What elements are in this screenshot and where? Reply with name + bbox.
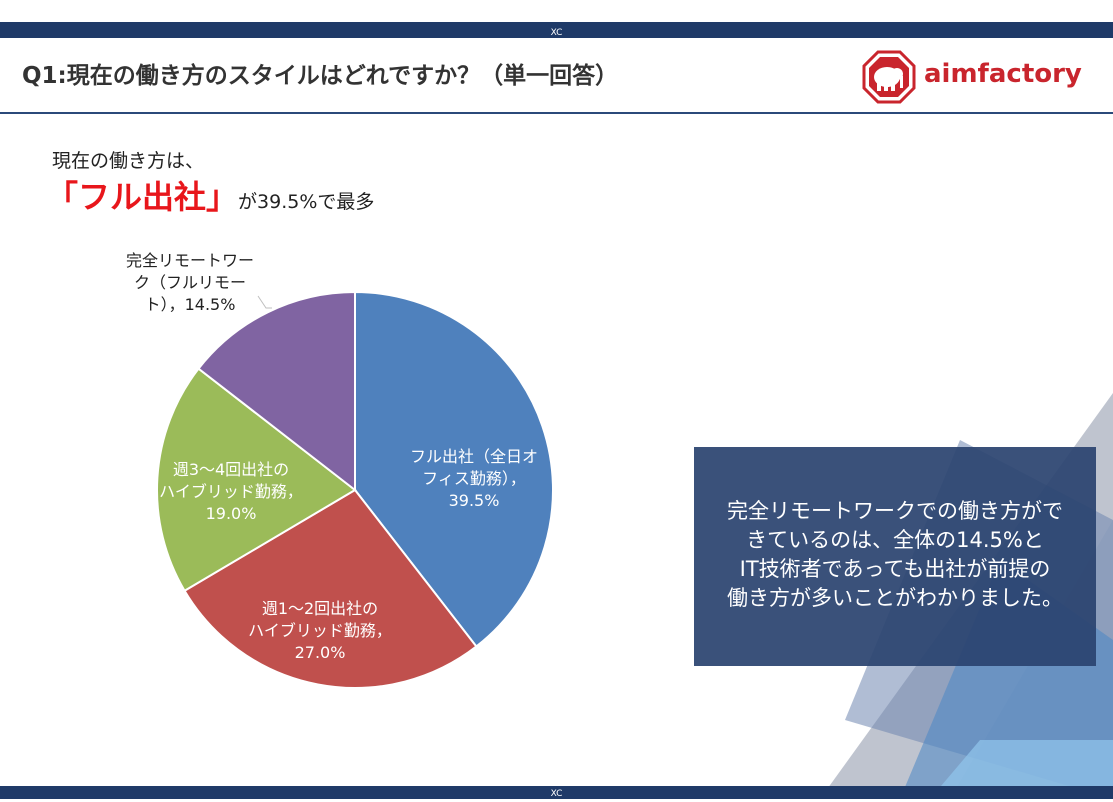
top-banner: XC — [0, 22, 1113, 38]
pie-slice-label: フル出社（全日オフィス勤務）， 39.5% — [410, 447, 538, 510]
summary-box — [694, 447, 1096, 666]
summary-line: IT技術者であっても出社が前提の — [739, 557, 1051, 581]
headline-suffix: が39.5%で最多 — [238, 191, 375, 213]
headline-intro: 現在の働き方は、 — [52, 150, 205, 172]
pie-slice — [183, 488, 478, 689]
summary-line: きているのは、全体の14.5%と — [746, 528, 1044, 552]
summary-line: 完全リモートワークでの働き方がで — [727, 499, 1063, 523]
footer-tag: XC — [550, 789, 563, 799]
bottom-banner: XC — [0, 786, 1113, 799]
summary-text: 完全リモートワークでの働き方がで きているのは、全体の14.5%と IT技術者で… — [694, 497, 1096, 613]
question-title: Q1:現在の働き方のスタイルはどれですか？（単一回答） — [22, 63, 619, 89]
label-leader-line — [257, 295, 272, 309]
headline-emphasis: 「フル出社」 — [46, 178, 239, 216]
pie-slice-label: 週1～2回出社のハイブリッド勤務， 27.0% — [248, 599, 392, 662]
header-divider — [0, 112, 1113, 114]
pie-slice — [197, 290, 356, 493]
logo-text: aimfactory — [924, 59, 1082, 89]
pie-slice — [156, 367, 357, 593]
pie-slice-label: 週3～4回出社のハイブリッド勤務， 19.0% — [159, 460, 303, 523]
summary-line: 働き方が多いことがわかりました。 — [727, 586, 1063, 610]
pie-slice — [354, 290, 554, 648]
pie-slice-label: 完全リモートワーク（フルリモート），14.5% — [126, 251, 254, 314]
aimfactory-logo: aimfactory — [862, 50, 1082, 104]
elephant-icon — [862, 50, 916, 104]
top-tag: XC — [550, 28, 563, 38]
headline: 「フル出社」が39.5%で最多 — [46, 172, 374, 218]
